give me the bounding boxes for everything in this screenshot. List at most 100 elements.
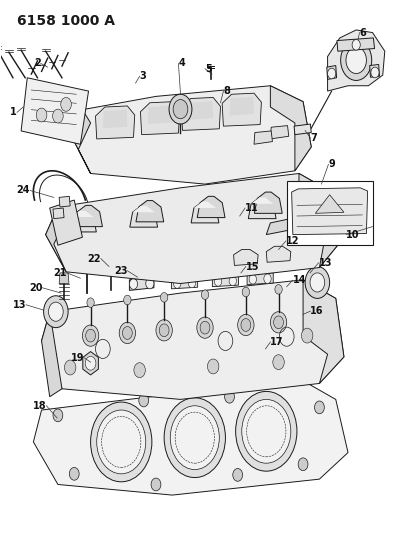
- Polygon shape: [270, 86, 310, 171]
- Circle shape: [263, 274, 270, 284]
- Polygon shape: [41, 312, 62, 397]
- Text: 2: 2: [34, 59, 40, 68]
- Text: 19: 19: [71, 353, 84, 363]
- Polygon shape: [70, 86, 310, 184]
- Circle shape: [48, 302, 63, 321]
- Circle shape: [97, 410, 145, 474]
- Text: 23: 23: [114, 266, 127, 276]
- Polygon shape: [191, 201, 218, 223]
- Polygon shape: [197, 196, 225, 217]
- Polygon shape: [59, 196, 70, 207]
- Circle shape: [145, 278, 153, 289]
- Text: 3: 3: [139, 71, 146, 81]
- Polygon shape: [71, 211, 93, 217]
- Polygon shape: [254, 192, 281, 213]
- Circle shape: [242, 287, 249, 297]
- Text: 17: 17: [270, 337, 283, 347]
- Text: 18: 18: [33, 401, 46, 411]
- Polygon shape: [103, 110, 127, 128]
- Circle shape: [272, 355, 283, 369]
- Polygon shape: [193, 201, 216, 208]
- Circle shape: [237, 314, 254, 336]
- Circle shape: [43, 296, 68, 328]
- Polygon shape: [326, 66, 336, 79]
- Circle shape: [36, 108, 47, 122]
- Circle shape: [224, 390, 234, 403]
- Polygon shape: [132, 206, 155, 212]
- Polygon shape: [70, 110, 90, 173]
- Text: 14: 14: [292, 276, 305, 285]
- Polygon shape: [129, 277, 153, 290]
- Polygon shape: [74, 205, 102, 227]
- Text: 1: 1: [10, 107, 17, 117]
- Text: 9: 9: [328, 159, 334, 169]
- Circle shape: [304, 266, 329, 298]
- Polygon shape: [327, 30, 384, 91]
- Polygon shape: [229, 97, 254, 116]
- Polygon shape: [147, 106, 172, 124]
- Circle shape: [129, 279, 137, 289]
- Polygon shape: [53, 208, 64, 219]
- Polygon shape: [45, 207, 66, 272]
- Circle shape: [370, 67, 378, 78]
- Circle shape: [151, 478, 160, 491]
- Circle shape: [164, 398, 225, 478]
- Polygon shape: [222, 93, 261, 126]
- Circle shape: [309, 273, 324, 292]
- Circle shape: [240, 319, 250, 332]
- Text: 15: 15: [245, 262, 259, 271]
- Polygon shape: [233, 249, 258, 265]
- Circle shape: [64, 360, 76, 375]
- Circle shape: [207, 359, 218, 374]
- Polygon shape: [41, 280, 343, 399]
- Circle shape: [90, 402, 151, 482]
- Circle shape: [249, 274, 256, 284]
- Circle shape: [119, 322, 135, 344]
- Text: 11: 11: [245, 203, 258, 213]
- Text: 21: 21: [53, 268, 67, 278]
- Polygon shape: [140, 102, 179, 135]
- Polygon shape: [59, 273, 69, 284]
- Polygon shape: [83, 352, 98, 375]
- Text: 7: 7: [310, 133, 317, 143]
- Circle shape: [201, 290, 208, 300]
- Text: 4: 4: [178, 59, 185, 68]
- Text: 13: 13: [13, 300, 26, 310]
- Circle shape: [196, 317, 213, 338]
- Text: 6: 6: [359, 28, 365, 38]
- Circle shape: [345, 47, 366, 74]
- Polygon shape: [95, 106, 135, 139]
- Text: 13: 13: [318, 258, 331, 268]
- Polygon shape: [315, 195, 343, 213]
- Circle shape: [155, 320, 172, 341]
- Polygon shape: [254, 131, 272, 144]
- Polygon shape: [21, 78, 88, 144]
- Circle shape: [159, 324, 169, 337]
- Polygon shape: [68, 211, 96, 232]
- Polygon shape: [181, 98, 220, 131]
- Polygon shape: [130, 206, 157, 227]
- Circle shape: [270, 312, 286, 333]
- Circle shape: [61, 98, 71, 111]
- Bar: [286, 181, 372, 245]
- Circle shape: [122, 327, 132, 340]
- Polygon shape: [302, 280, 343, 383]
- Circle shape: [301, 328, 312, 343]
- Polygon shape: [33, 381, 347, 495]
- Polygon shape: [265, 216, 302, 235]
- Text: 5: 5: [204, 64, 211, 74]
- Text: 10: 10: [346, 230, 359, 240]
- Polygon shape: [265, 246, 290, 262]
- Circle shape: [87, 298, 94, 308]
- Circle shape: [314, 401, 324, 414]
- Circle shape: [170, 406, 219, 470]
- Text: 12: 12: [285, 236, 299, 246]
- Text: 6158 1000 A: 6158 1000 A: [17, 14, 115, 28]
- Circle shape: [173, 100, 187, 119]
- Circle shape: [297, 458, 307, 471]
- Polygon shape: [369, 64, 379, 77]
- Circle shape: [235, 391, 296, 471]
- Polygon shape: [136, 200, 163, 222]
- Text: 20: 20: [29, 283, 42, 293]
- Polygon shape: [212, 275, 238, 287]
